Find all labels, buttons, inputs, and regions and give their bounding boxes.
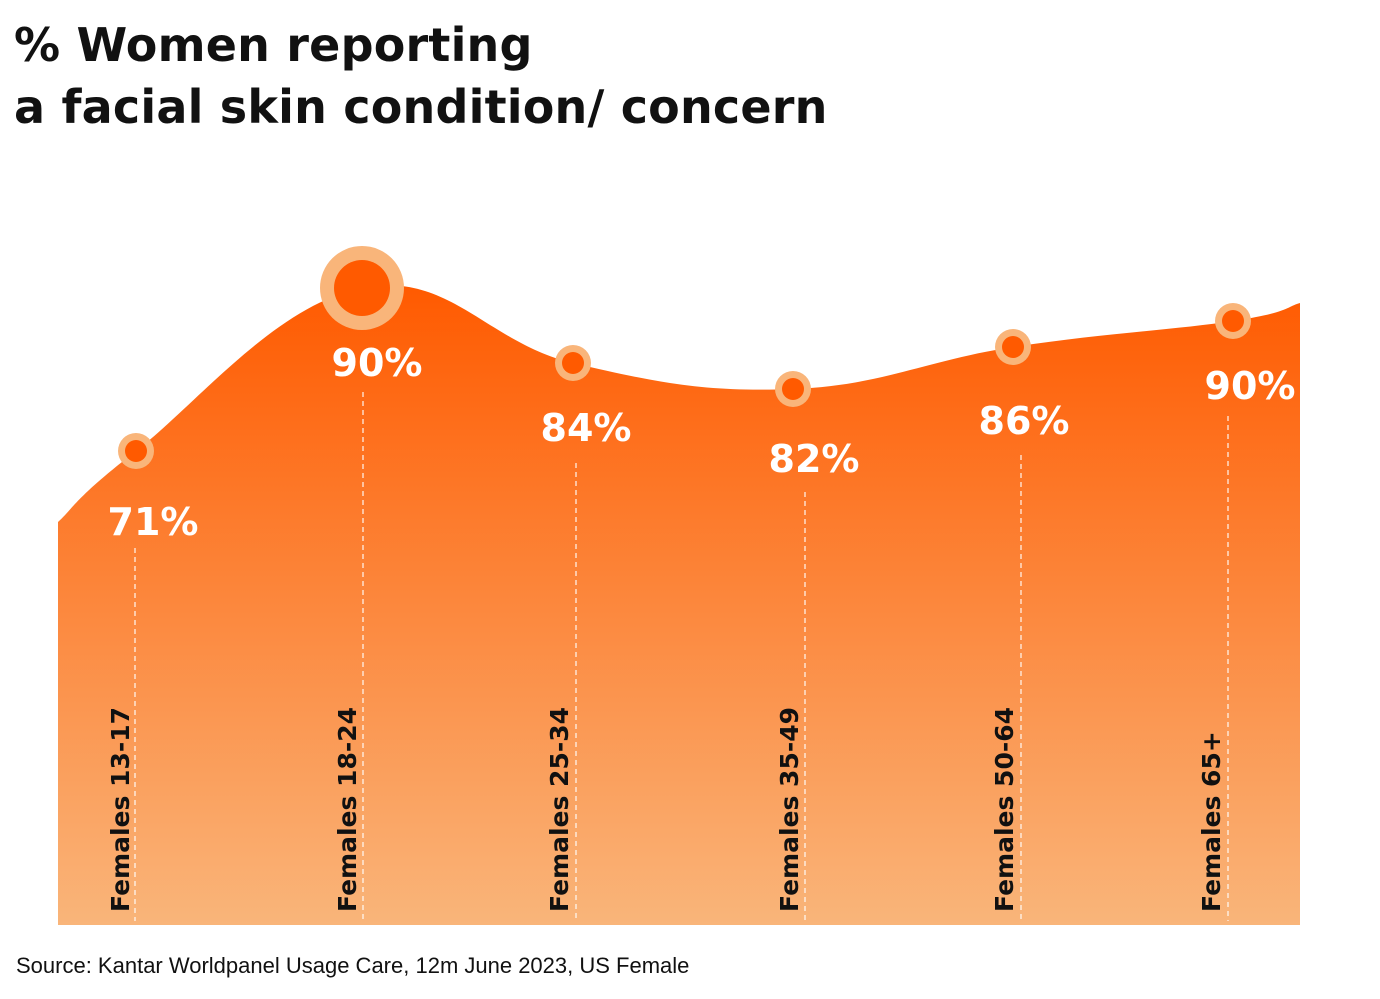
title-line-1: % Women reporting — [14, 18, 533, 72]
category-label: Females 18-24 — [333, 707, 362, 912]
marker-dot — [334, 260, 390, 316]
marker-dot — [125, 440, 147, 462]
data-label: 90% — [332, 341, 423, 385]
data-point-marker — [320, 246, 404, 330]
category-label: Females 25-34 — [545, 707, 574, 912]
data-point-marker — [555, 345, 591, 381]
chart-title: % Women reporting a facial skin conditio… — [14, 14, 828, 138]
data-point-marker — [775, 371, 811, 407]
data-label: 84% — [541, 406, 632, 450]
data-point-marker — [995, 329, 1031, 365]
data-label: 86% — [979, 399, 1070, 443]
data-label: 71% — [108, 500, 199, 544]
data-label: 90% — [1205, 364, 1296, 408]
marker-dot — [782, 378, 804, 400]
source-note: Source: Kantar Worldpanel Usage Care, 12… — [16, 953, 690, 978]
area-series — [58, 285, 1300, 925]
marker-dot — [1222, 310, 1244, 332]
data-label: 82% — [769, 437, 860, 481]
marker-dot — [562, 352, 584, 374]
category-label: Females 65+ — [1197, 731, 1226, 912]
data-point-marker — [1215, 303, 1251, 339]
category-label: Females 35-49 — [775, 707, 804, 912]
data-point-marker — [118, 433, 154, 469]
category-label: Females 13-17 — [106, 707, 135, 912]
marker-dot — [1002, 336, 1024, 358]
title-line-2: a facial skin condition/ concern — [14, 80, 828, 134]
category-label: Females 50-64 — [990, 707, 1019, 912]
